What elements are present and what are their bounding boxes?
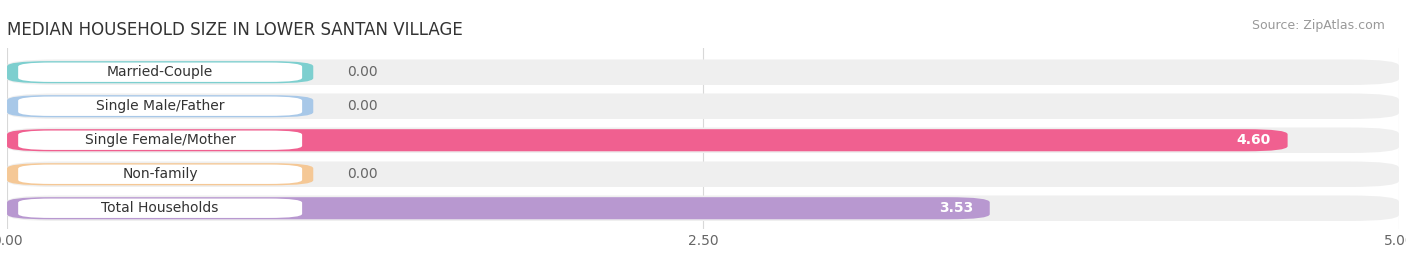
FancyBboxPatch shape [7,59,1399,85]
Text: Non-family: Non-family [122,167,198,181]
Text: Total Households: Total Households [101,201,219,215]
Text: 0.00: 0.00 [347,65,377,79]
FancyBboxPatch shape [7,128,1399,153]
FancyBboxPatch shape [7,196,1399,221]
FancyBboxPatch shape [18,199,302,218]
Text: 4.60: 4.60 [1237,133,1271,147]
Text: MEDIAN HOUSEHOLD SIZE IN LOWER SANTAN VILLAGE: MEDIAN HOUSEHOLD SIZE IN LOWER SANTAN VI… [7,20,463,38]
FancyBboxPatch shape [18,62,302,82]
FancyBboxPatch shape [18,97,302,116]
FancyBboxPatch shape [7,94,1399,119]
FancyBboxPatch shape [7,129,1288,151]
Text: 0.00: 0.00 [347,99,377,113]
FancyBboxPatch shape [7,161,1399,187]
Text: Single Female/Mother: Single Female/Mother [84,133,236,147]
Text: 3.53: 3.53 [939,201,973,215]
FancyBboxPatch shape [7,95,314,117]
FancyBboxPatch shape [7,61,314,83]
FancyBboxPatch shape [18,165,302,184]
FancyBboxPatch shape [18,130,302,150]
FancyBboxPatch shape [7,163,314,185]
FancyBboxPatch shape [7,197,990,219]
Text: Married-Couple: Married-Couple [107,65,214,79]
Text: Single Male/Father: Single Male/Father [96,99,225,113]
Text: 0.00: 0.00 [347,167,377,181]
Text: Source: ZipAtlas.com: Source: ZipAtlas.com [1251,19,1385,32]
